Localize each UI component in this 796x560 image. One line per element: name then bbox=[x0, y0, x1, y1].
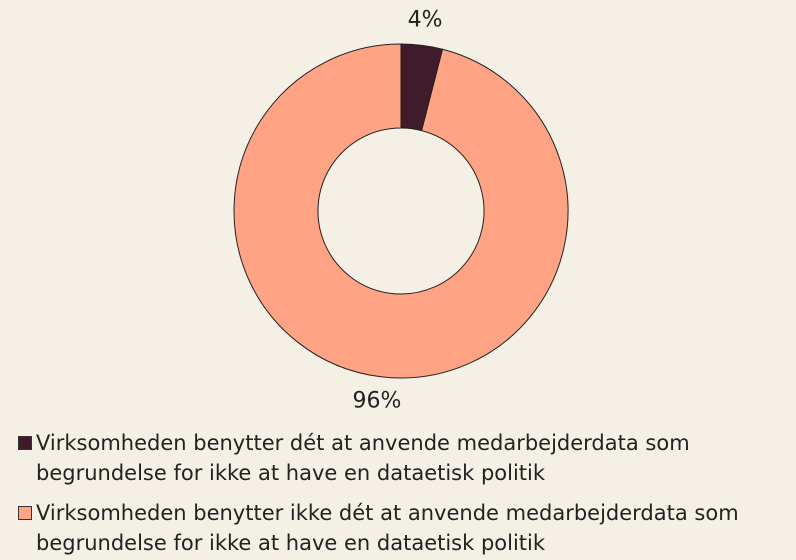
legend-label: Virksomheden benytter ikke dét at anvend… bbox=[36, 501, 739, 555]
legend-swatch bbox=[18, 436, 32, 450]
legend-label: Virksomheden benytter dét at anvende med… bbox=[36, 431, 690, 485]
legend-item: Virksomheden benytter dét at anvende med… bbox=[18, 428, 794, 488]
legend-swatch bbox=[18, 506, 32, 520]
plot: 4% 96% bbox=[233, 8, 569, 413]
legend-item: Virksomheden benytter ikke dét at anvend… bbox=[18, 498, 794, 558]
data-label: 96% bbox=[352, 388, 401, 413]
donut-slice bbox=[233, 43, 569, 379]
data-label: 4% bbox=[408, 8, 443, 33]
